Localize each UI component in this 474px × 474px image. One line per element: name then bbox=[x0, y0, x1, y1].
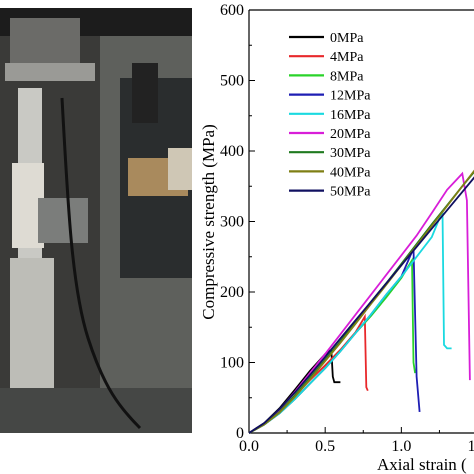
y-tick-label: 500 bbox=[220, 73, 244, 90]
series-line-16mpa bbox=[248, 210, 452, 434]
series-line-40mpa bbox=[248, 169, 474, 434]
series-line-20mpa bbox=[248, 171, 471, 434]
legend-label-0mpa: 0MPa bbox=[330, 31, 364, 46]
y-tick-label: 600 bbox=[220, 2, 244, 19]
legend-label-40mpa: 40MPa bbox=[330, 165, 371, 180]
legend-label-30mpa: 30MPa bbox=[330, 146, 371, 161]
x-axis-title: Axial strain ( bbox=[377, 455, 467, 474]
legend-label-8mpa: 8MPa bbox=[330, 69, 364, 84]
y-tick-label: 200 bbox=[220, 284, 244, 301]
y-tick-label: 400 bbox=[220, 143, 244, 160]
series-line-50mpa bbox=[248, 176, 474, 434]
x-tick-label: 0.0 bbox=[239, 438, 259, 455]
legend-label-20mpa: 20MPa bbox=[330, 127, 371, 142]
legend-label-50mpa: 50MPa bbox=[330, 185, 371, 200]
legend-label-12mpa: 12MPa bbox=[330, 89, 371, 104]
legend-label-16mpa: 16MPa bbox=[330, 108, 371, 123]
y-tick-label: 0 bbox=[236, 425, 244, 442]
specimen-test-photo bbox=[0, 8, 192, 433]
y-tick-label: 100 bbox=[220, 355, 244, 372]
y-axis-title: Compressive strength (MPa) bbox=[199, 124, 218, 319]
y-tick-label: 300 bbox=[220, 214, 244, 231]
x-tick-label: 0.5 bbox=[315, 438, 335, 455]
legend-label-4mpa: 4MPa bbox=[330, 50, 364, 65]
series-line-8mpa bbox=[248, 257, 416, 434]
x-tick-label: 1.5 bbox=[468, 438, 474, 455]
x-tick-label: 1.0 bbox=[391, 438, 411, 455]
